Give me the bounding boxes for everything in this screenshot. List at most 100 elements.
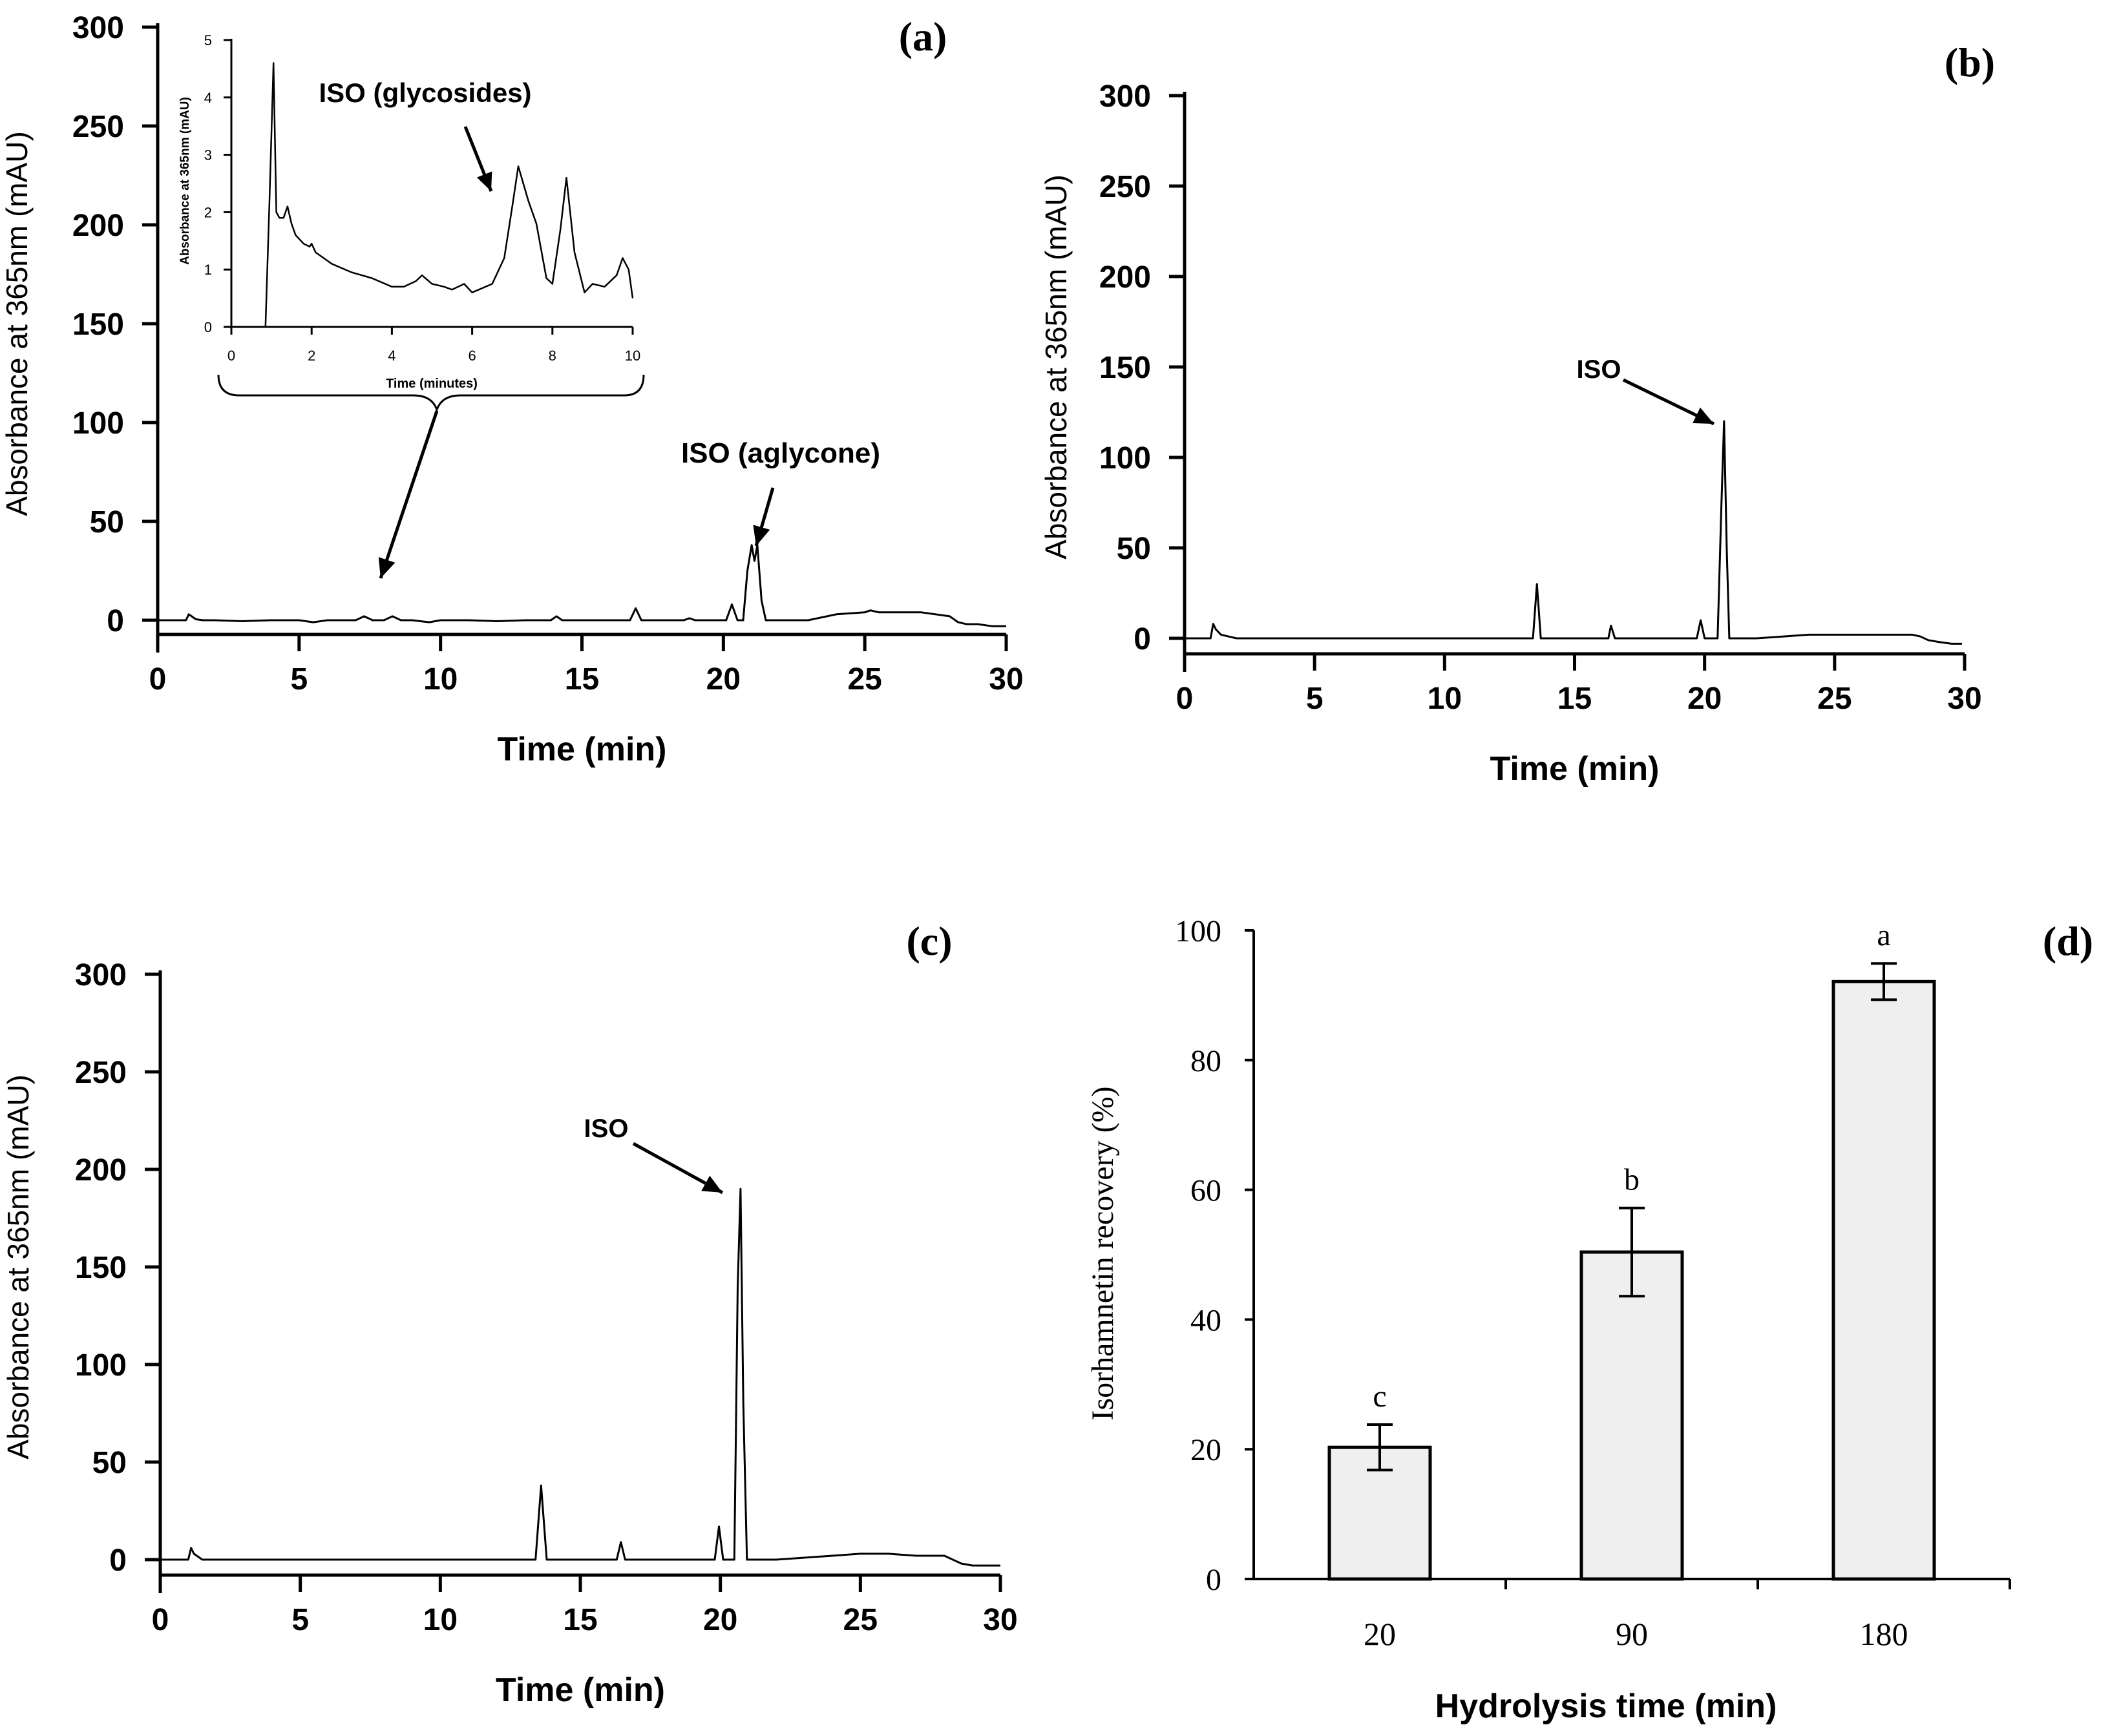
y-tick-label: 250: [75, 1056, 127, 1090]
y-tick-label: 40: [1190, 1303, 1221, 1337]
y-tick-label: 150: [72, 308, 124, 342]
x-tick-label: 5: [290, 662, 308, 696]
iso-arrow: [632, 1142, 724, 1195]
inset-x-tick-label: 0: [227, 348, 235, 364]
x-axis-label: Hydrolysis time (min): [1435, 1688, 1777, 1725]
x-category-label: 90: [1616, 1616, 1648, 1652]
y-tick-label: 80: [1190, 1044, 1221, 1078]
significance-letter: a: [1877, 918, 1890, 952]
bar: [1831, 979, 1936, 1581]
inset-pointer-arrow: [378, 410, 439, 579]
x-tick-label: 5: [291, 1603, 309, 1637]
x-axis-label: Time (min): [1490, 750, 1660, 788]
inset-range-brace: [217, 374, 645, 413]
y-tick-label: 0: [109, 1543, 127, 1578]
error-bar: [1619, 1206, 1645, 1298]
glycosides-annotation: ISO (glycosides): [319, 78, 531, 108]
y-tick-label: 300: [1099, 79, 1151, 114]
x-category-label: 180: [1860, 1616, 1908, 1652]
inset-y-tick-label: 3: [204, 147, 212, 163]
inset-y-tick-label: 1: [204, 262, 212, 278]
y-tick-label: 0: [1206, 1563, 1221, 1597]
error-bar: [1367, 1423, 1393, 1472]
y-tick-label: 200: [72, 209, 124, 243]
y-tick-label: 100: [72, 406, 124, 441]
inset-chart: 0 2 4 6 8 10 0 1 2 3 4 5 Time (minutes) Absorbance at…: [178, 32, 645, 413]
x-tick-label: 20: [706, 662, 741, 696]
x-tick-label: 10: [1428, 682, 1462, 716]
panel-label: (a): [899, 14, 947, 59]
x-tick-label: 30: [989, 662, 1023, 696]
iso-annotation: ISO: [1577, 355, 1621, 384]
x-tick-label: 30: [983, 1603, 1017, 1637]
y-tick-label: 0: [107, 604, 124, 638]
inset-y-axis-label: Absorbance at 365nm (mAU): [178, 97, 192, 265]
x-axis-label: Time (min): [496, 1671, 665, 1709]
x-tick-label: 20: [1687, 682, 1722, 716]
x-tick-label: 25: [1817, 682, 1852, 716]
significance-letter: c: [1373, 1379, 1386, 1414]
chromatogram-trace: [1185, 420, 1962, 645]
x-tick-label: 10: [423, 662, 458, 696]
y-tick-label: 100: [75, 1348, 127, 1383]
x-tick-label: 30: [1947, 682, 1981, 716]
y-tick-label: 200: [1099, 260, 1151, 295]
y-tick-label: 250: [1099, 170, 1151, 204]
x-tick-label: 25: [847, 662, 881, 696]
y-tick-label: 100: [1175, 914, 1221, 948]
x-tick-label: 10: [423, 1603, 458, 1637]
inset-y-tick-label: 0: [204, 319, 212, 335]
x-tick-label: 25: [843, 1603, 878, 1637]
x-axis-label: Time (min): [498, 731, 667, 768]
y-tick-label: 300: [72, 11, 124, 45]
panel-label: (b): [1945, 39, 1995, 85]
x-category-label: 20: [1364, 1616, 1396, 1652]
x-tick-label: 15: [565, 662, 599, 696]
inset-chromatogram-trace: [264, 62, 634, 328]
y-axis-label: Absorbance at 365nm (mAU): [0, 131, 34, 516]
y-tick-label: 50: [1117, 532, 1151, 566]
inset-y-tick-label: 2: [204, 204, 212, 220]
y-tick-label: 150: [1099, 351, 1151, 385]
iso-annotation: ISO: [584, 1114, 629, 1143]
y-axis-label: Isorhamnetin recovery (%): [1086, 1086, 1120, 1420]
iso-arrow: [1622, 378, 1715, 426]
y-tick-label: 250: [72, 110, 124, 144]
y-tick-label: 0: [1134, 622, 1151, 656]
panel-label: (c): [906, 918, 952, 964]
y-tick-label: 200: [75, 1153, 127, 1187]
y-axis-label: Absorbance at 365nm (mAU): [1, 1074, 35, 1459]
x-tick-label: 15: [1557, 682, 1592, 716]
x-tick-label: 15: [563, 1603, 597, 1637]
inset-y-tick-label: 4: [204, 90, 212, 106]
y-axis-label: Absorbance at 365nm (mAU): [1039, 174, 1073, 559]
panel-d: 0 20 40 60 80 100 c 20 b 90 a 180 Hydrolysis time (m…: [1086, 914, 2093, 1725]
inset-x-axis-label: Time (minutes): [386, 377, 478, 391]
inset-x-tick-label: 6: [468, 348, 476, 364]
inset-x-tick-label: 10: [625, 348, 640, 364]
glycosides-arrow: [463, 126, 493, 192]
x-tick-label: 5: [1306, 682, 1324, 716]
chromatogram-trace: [160, 1187, 1000, 1567]
y-tick-label: 20: [1190, 1433, 1221, 1467]
y-tick-label: 300: [75, 958, 127, 992]
x-tick-label: 0: [152, 1603, 169, 1637]
inset-x-tick-label: 4: [388, 348, 396, 364]
panel-label: (d): [2043, 918, 2093, 964]
aglycone-annotation: ISO (aglycone): [681, 437, 880, 469]
significance-letter: b: [1624, 1163, 1640, 1197]
bar: [1579, 1250, 1684, 1581]
error-bar: [1871, 962, 1897, 1001]
chromatogram-trace: [158, 544, 1006, 627]
y-tick-label: 50: [92, 1446, 127, 1480]
x-tick-label: 0: [149, 662, 167, 696]
y-tick-label: 100: [1099, 441, 1151, 476]
inset-x-tick-label: 8: [549, 348, 556, 364]
x-tick-label: 20: [703, 1603, 737, 1637]
y-tick-label: 60: [1190, 1174, 1221, 1208]
aglycone-arrow: [753, 487, 775, 547]
